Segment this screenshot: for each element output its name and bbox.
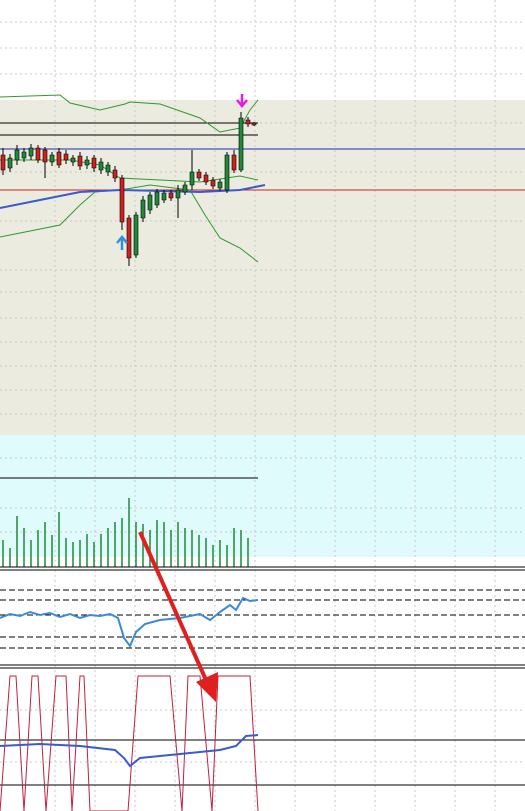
volume-bars xyxy=(2,498,249,567)
oscillator-line xyxy=(0,596,259,648)
volume-panel xyxy=(0,435,525,557)
signal-line xyxy=(0,734,259,768)
annotation-arrowhead xyxy=(196,672,218,702)
price-zone xyxy=(0,100,525,435)
oscillator-levels xyxy=(0,589,525,649)
bullish-candles xyxy=(7,117,244,256)
bearish-candles xyxy=(0,119,257,259)
lower-band xyxy=(0,184,259,263)
annotation-arrow xyxy=(138,531,208,681)
sell-signal xyxy=(236,94,248,108)
buy-signal xyxy=(116,235,128,250)
stoch-line xyxy=(0,675,259,811)
